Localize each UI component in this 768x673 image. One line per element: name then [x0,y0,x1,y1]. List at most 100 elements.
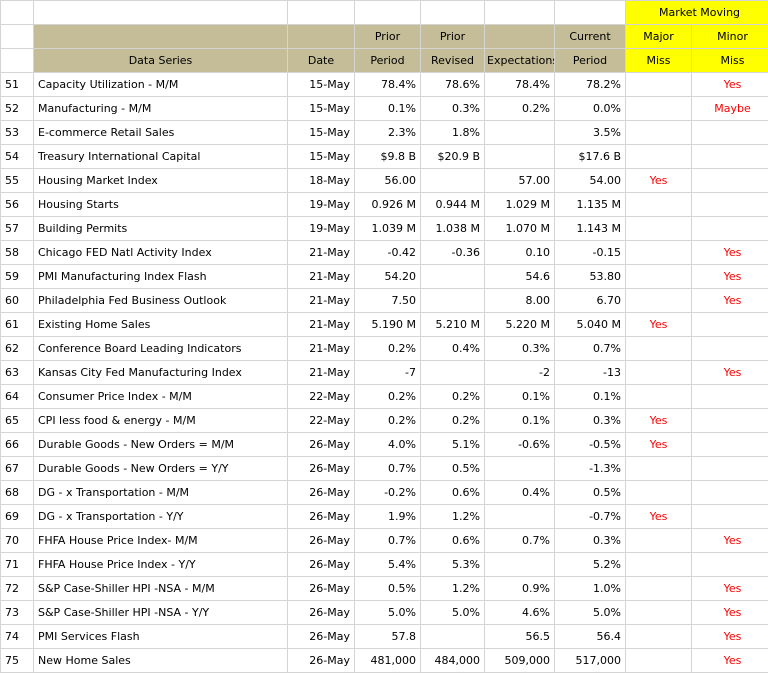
major-miss-cell[interactable] [626,241,692,265]
major-miss-cell[interactable] [626,217,692,241]
row-number-cell[interactable]: 55 [1,169,34,193]
expectations-cell[interactable]: 56.5 [485,625,555,649]
date-cell[interactable]: 26-May [288,505,355,529]
data-series-cell[interactable]: CPI less food & energy - M/M [34,409,288,433]
prior-revised-cell[interactable] [421,169,485,193]
minor-miss-cell[interactable] [692,385,768,409]
prior-period-cell[interactable]: 5.0% [355,601,421,625]
current-period-cell[interactable]: -0.5% [555,433,626,457]
data-series-cell[interactable]: Conference Board Leading Indicators [34,337,288,361]
current-period-cell[interactable]: 5.0% [555,601,626,625]
prior-revised-cell[interactable]: 0.2% [421,385,485,409]
header-cell-major[interactable]: Major [626,25,692,49]
prior-period-cell[interactable]: 0.926 M [355,193,421,217]
minor-miss-cell[interactable] [692,505,768,529]
prior-revised-cell[interactable]: 0.944 M [421,193,485,217]
row-number-cell[interactable]: 71 [1,553,34,577]
header-cell[interactable]: Current [555,25,626,49]
cell[interactable] [421,1,485,25]
prior-period-cell[interactable]: 5.190 M [355,313,421,337]
data-series-cell[interactable]: Capacity Utilization - M/M [34,73,288,97]
row-number-cell[interactable]: 72 [1,577,34,601]
major-miss-cell[interactable] [626,553,692,577]
row-number-cell[interactable]: 73 [1,601,34,625]
expectations-cell[interactable]: 8.00 [485,289,555,313]
minor-miss-cell[interactable]: Yes [692,241,768,265]
minor-miss-cell[interactable] [692,481,768,505]
current-period-cell[interactable]: 1.0% [555,577,626,601]
expectations-cell[interactable]: 0.4% [485,481,555,505]
expectations-cell[interactable]: 54.6 [485,265,555,289]
current-period-cell[interactable]: 0.5% [555,481,626,505]
current-period-cell[interactable]: $17.6 B [555,145,626,169]
date-cell[interactable]: 22-May [288,385,355,409]
expectations-cell[interactable]: 0.9% [485,577,555,601]
prior-period-cell[interactable]: 0.2% [355,409,421,433]
major-miss-cell[interactable] [626,289,692,313]
date-cell[interactable]: 26-May [288,649,355,673]
current-period-cell[interactable]: 517,000 [555,649,626,673]
row-number-cell[interactable]: 68 [1,481,34,505]
prior-period-cell[interactable]: 0.2% [355,337,421,361]
data-series-cell[interactable]: FHFA House Price Index - Y/Y [34,553,288,577]
data-series-cell[interactable]: S&P Case-Shiller HPI -NSA - M/M [34,577,288,601]
row-number-cell[interactable]: 56 [1,193,34,217]
date-cell[interactable]: 21-May [288,289,355,313]
major-miss-cell[interactable]: Yes [626,313,692,337]
header-expectations[interactable]: Expectations [485,49,555,73]
row-number-cell[interactable]: 64 [1,385,34,409]
date-cell[interactable]: 21-May [288,361,355,385]
minor-miss-cell[interactable]: Maybe [692,97,768,121]
prior-revised-cell[interactable] [421,625,485,649]
prior-period-cell[interactable]: 1.039 M [355,217,421,241]
prior-period-cell[interactable]: $9.8 B [355,145,421,169]
expectations-cell[interactable]: 0.3% [485,337,555,361]
header-cell[interactable]: Prior [355,25,421,49]
market-moving-header[interactable]: Market Moving [626,1,768,25]
date-cell[interactable]: 26-May [288,529,355,553]
date-cell[interactable]: 26-May [288,577,355,601]
expectations-cell[interactable] [485,121,555,145]
major-miss-cell[interactable]: Yes [626,433,692,457]
major-miss-cell[interactable] [626,145,692,169]
expectations-cell[interactable]: -0.6% [485,433,555,457]
prior-revised-cell[interactable]: 0.2% [421,409,485,433]
row-number-cell[interactable]: 74 [1,625,34,649]
minor-miss-cell[interactable] [692,193,768,217]
cell[interactable] [288,1,355,25]
minor-miss-cell[interactable] [692,433,768,457]
major-miss-cell[interactable] [626,481,692,505]
current-period-cell[interactable]: 0.0% [555,97,626,121]
header-cell[interactable]: Prior [421,25,485,49]
prior-period-cell[interactable]: 0.2% [355,385,421,409]
prior-revised-cell[interactable]: 1.038 M [421,217,485,241]
data-series-cell[interactable]: Durable Goods - New Orders = Y/Y [34,457,288,481]
row-number-cell[interactable]: 53 [1,121,34,145]
prior-period-cell[interactable]: 481,000 [355,649,421,673]
header-cell-minor[interactable]: Minor [692,25,768,49]
date-cell[interactable]: 18-May [288,169,355,193]
prior-revised-cell[interactable]: 5.3% [421,553,485,577]
major-miss-cell[interactable] [626,73,692,97]
data-series-cell[interactable]: Manufacturing - M/M [34,97,288,121]
header-cell[interactable] [34,25,288,49]
expectations-cell[interactable]: 78.4% [485,73,555,97]
minor-miss-cell[interactable]: Yes [692,265,768,289]
prior-period-cell[interactable]: 54.20 [355,265,421,289]
row-number-cell[interactable]: 66 [1,433,34,457]
current-period-cell[interactable]: -0.7% [555,505,626,529]
minor-miss-cell[interactable] [692,169,768,193]
prior-revised-cell[interactable]: 1.2% [421,505,485,529]
cell[interactable] [1,49,34,73]
row-number-cell[interactable]: 54 [1,145,34,169]
expectations-cell[interactable]: 4.6% [485,601,555,625]
current-period-cell[interactable]: 0.3% [555,409,626,433]
prior-period-cell[interactable]: 5.4% [355,553,421,577]
prior-period-cell[interactable]: 2.3% [355,121,421,145]
expectations-cell[interactable]: 5.220 M [485,313,555,337]
date-cell[interactable]: 21-May [288,241,355,265]
prior-period-cell[interactable]: 78.4% [355,73,421,97]
date-cell[interactable]: 26-May [288,433,355,457]
data-series-cell[interactable]: Treasury International Capital [34,145,288,169]
date-cell[interactable]: 21-May [288,313,355,337]
